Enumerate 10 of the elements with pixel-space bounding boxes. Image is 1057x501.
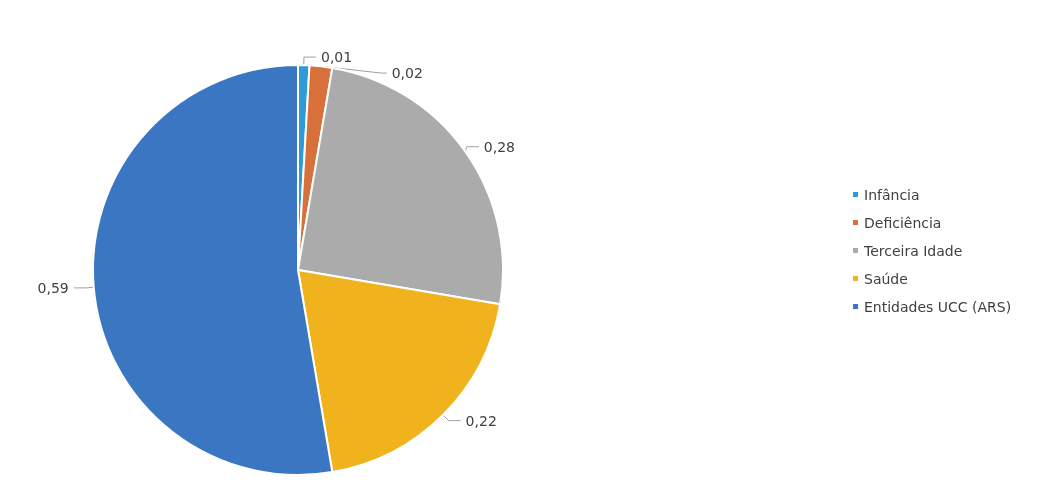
legend-label: Entidades UCC (ARS): [864, 298, 1012, 315]
data-label: 0,01: [320, 49, 353, 66]
data-label: 0,28: [483, 138, 515, 155]
legend-label: Deficiência: [864, 214, 942, 231]
legend-label: Saúde: [864, 270, 908, 287]
legend-label: Terceira Idade: [863, 242, 963, 259]
data-label: 0,59: [37, 279, 69, 296]
data-label: 0,02: [391, 65, 423, 82]
data-label: 0,22: [465, 412, 497, 429]
legend-label: Infância: [864, 186, 920, 203]
